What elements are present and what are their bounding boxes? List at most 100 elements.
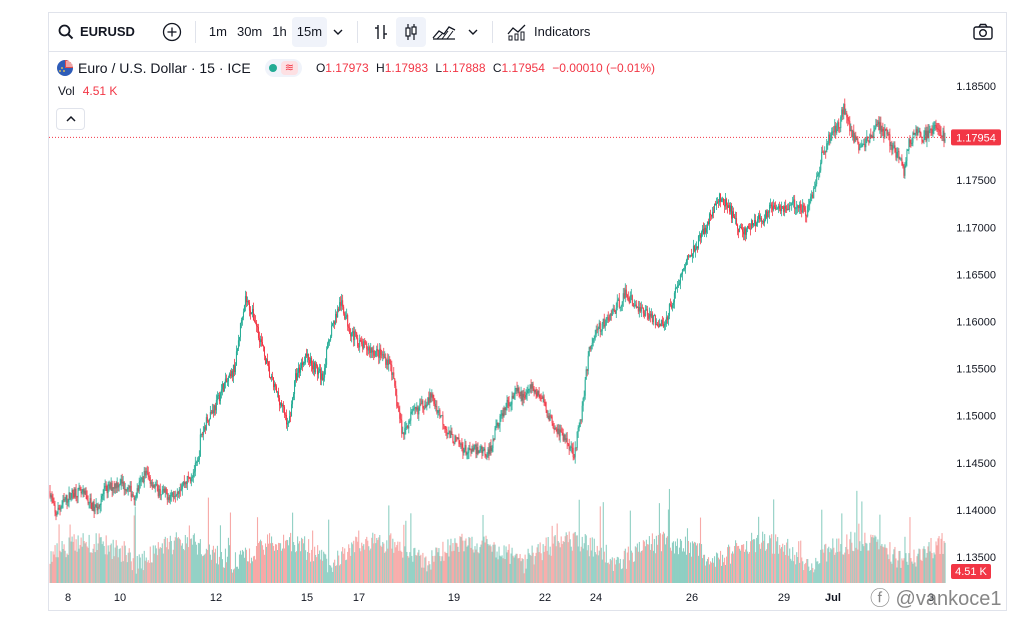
candle-body <box>907 150 909 151</box>
compare-button[interactable] <box>157 17 187 47</box>
volume-bar <box>262 549 265 583</box>
volume-bar <box>785 555 787 583</box>
volume-bar <box>365 539 367 583</box>
candle-body <box>906 150 908 161</box>
price-tag-label: 1.17954 <box>956 132 996 144</box>
candle-body <box>862 144 864 146</box>
volume-bar <box>52 551 54 583</box>
volume-bar <box>722 554 724 583</box>
candle-body <box>397 406 399 408</box>
price-axis[interactable]: 1.185001.180001.175001.170001.165001.160… <box>956 81 996 564</box>
candle-body <box>410 411 412 421</box>
volume-bar <box>486 539 488 583</box>
chart-type-dropdown[interactable] <box>462 17 484 47</box>
candle-body <box>71 489 73 498</box>
candle-body <box>658 323 660 327</box>
candle-body <box>160 494 162 496</box>
volume-bar <box>100 537 102 583</box>
volume-bar <box>349 548 351 583</box>
candle-body <box>848 120 850 122</box>
area-style-button[interactable] <box>426 17 462 47</box>
candle-body <box>532 383 534 389</box>
interval-1m[interactable]: 1m <box>208 24 227 39</box>
candle-body <box>198 456 200 460</box>
candle-body <box>618 299 620 308</box>
candle-body <box>126 490 128 492</box>
candles-style-button[interactable] <box>396 16 427 47</box>
volume-bar <box>205 548 207 583</box>
candle-body <box>68 492 70 502</box>
volume-bar <box>639 552 641 583</box>
candle-body <box>112 487 114 492</box>
bars-style-button[interactable] <box>366 17 396 47</box>
volume-bar <box>808 566 810 583</box>
candle-body <box>208 419 210 422</box>
symbol-search[interactable]: EURUSD <box>58 24 135 40</box>
candle-body <box>467 452 469 454</box>
volume-bar <box>194 541 196 583</box>
volume-bar <box>241 549 244 583</box>
candle-body <box>625 289 627 296</box>
indicators-button[interactable]: Indicators <box>501 17 595 47</box>
volume-bar <box>925 557 927 583</box>
volume-bar <box>368 546 370 583</box>
time-axis[interactable]: 8 10 12 15 17 19 22 24 26 29 Jul 3 <box>65 592 934 604</box>
volume-bar <box>350 555 352 583</box>
volume-bar <box>297 536 299 583</box>
volume-bar <box>456 543 458 583</box>
volume-bar <box>712 562 715 583</box>
candle-body <box>801 210 803 213</box>
volume-bar <box>336 565 338 583</box>
candle-body <box>388 359 390 365</box>
volume-bar <box>483 536 485 583</box>
candle-body <box>595 329 597 335</box>
candle-body <box>312 365 314 370</box>
candle-body <box>750 228 752 230</box>
volume-bar <box>558 542 560 583</box>
interval-15m[interactable]: 15m <box>291 16 328 47</box>
volume-bar <box>153 553 155 583</box>
volume-bar <box>606 562 608 583</box>
candle-body <box>391 364 393 375</box>
candle-body <box>387 359 389 365</box>
volume-bar <box>218 556 220 583</box>
candle-body <box>64 499 66 501</box>
volume-bar <box>409 552 411 583</box>
interval-1h[interactable]: 1h <box>272 24 287 39</box>
candle-body <box>69 492 71 499</box>
volume-bar <box>507 549 509 583</box>
candle-body <box>210 412 212 414</box>
volume-bar <box>447 539 449 583</box>
volume-bar <box>541 560 543 583</box>
volume-bar <box>427 565 429 583</box>
bars-icon <box>375 24 388 39</box>
candle-body <box>86 495 88 501</box>
interval-30m[interactable]: 30m <box>236 24 263 39</box>
candle-body <box>794 199 796 210</box>
interval-dropdown[interactable] <box>327 17 349 47</box>
y-tick-label: 1.17000 <box>956 222 996 234</box>
volume-bar <box>228 545 231 583</box>
volume-bar <box>239 550 242 583</box>
volume-bar <box>787 538 789 583</box>
snapshot-button[interactable] <box>967 17 999 47</box>
candle-body <box>176 491 178 495</box>
collapse-legend-button[interactable] <box>56 108 85 130</box>
candle-body <box>166 492 168 500</box>
volume-bar <box>752 539 754 583</box>
candle-body <box>444 426 446 430</box>
volume-bar <box>163 538 165 583</box>
candle-body <box>183 481 185 485</box>
symbol-title[interactable]: Euro / U.S. Dollar · 15 · ICE <box>78 60 251 76</box>
volume-bar <box>306 559 308 583</box>
candle-body <box>854 135 856 142</box>
volume-bar <box>315 554 317 583</box>
market-status-pill[interactable]: ≋ <box>264 59 302 77</box>
volume-bar <box>706 558 709 583</box>
candle-body <box>614 310 616 314</box>
candle-body <box>107 485 109 494</box>
candle-body <box>571 446 573 448</box>
candle-body <box>810 196 812 201</box>
volume-bar <box>582 548 584 583</box>
